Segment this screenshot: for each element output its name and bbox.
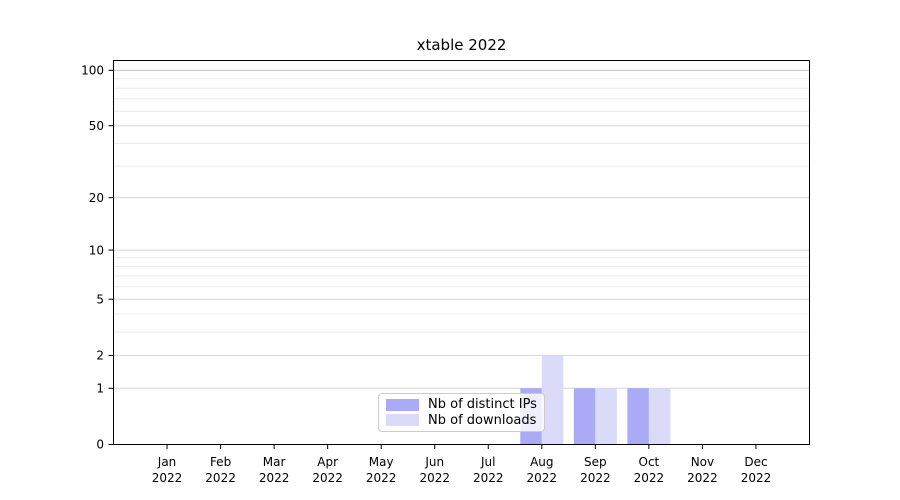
- y-tick-label: 20: [89, 191, 104, 205]
- bar-sep-series1: [595, 388, 617, 445]
- x-tick-label: Sep: [584, 455, 607, 469]
- y-tick-label: 10: [89, 243, 104, 257]
- x-tick-sublabel: 2022: [366, 471, 397, 485]
- legend: Nb of distinct IPs Nb of downloads: [378, 393, 545, 432]
- y-tick-label: 100: [81, 64, 104, 78]
- x-tick-label: May: [369, 455, 394, 469]
- x-tick-sublabel: 2022: [527, 471, 558, 485]
- bar-aug-series1: [541, 355, 564, 445]
- x-ticks: [166, 444, 757, 449]
- x-tick-sublabel: 2022: [687, 471, 718, 485]
- x-tick-label: Nov: [691, 455, 714, 469]
- legend-item-downloads: Nb of downloads: [386, 413, 537, 428]
- plot-frame: [113, 60, 810, 445]
- y-ticks: [108, 69, 114, 445]
- y-tick-label: 1: [96, 382, 104, 396]
- legend-label-distinct-ips: Nb of distinct IPs: [428, 397, 537, 413]
- x-tick-label: Oct: [639, 455, 660, 469]
- x-tick-sublabel: 2022: [741, 471, 772, 485]
- bar-oct-series0: [627, 388, 649, 445]
- x-tick-label: Jul: [480, 455, 495, 469]
- legend-swatch-distinct-ips: [386, 398, 419, 411]
- y-tick-label: 50: [89, 119, 104, 133]
- y-gridlines: [113, 69, 810, 389]
- x-tick-sublabel: 2022: [473, 471, 504, 485]
- x-tick-label: Jun: [424, 455, 444, 469]
- x-tick-sublabel: 2022: [634, 471, 665, 485]
- y-tick-labels: 0 1 2 5 10 20 50 100: [81, 64, 104, 452]
- x-tick-sublabel: 2022: [419, 471, 450, 485]
- y-tick-label: 2: [96, 349, 104, 363]
- x-tick-sublabel: 2022: [580, 471, 611, 485]
- x-tick-labels: Jan 2022 Feb 2022 Mar 2022 Apr 2022 May 2022 Jun 20…: [152, 455, 771, 485]
- legend-item-distinct-ips: Nb of distinct IPs: [386, 397, 537, 412]
- x-tick-label: Feb: [210, 455, 231, 469]
- y-tick-label: 5: [96, 292, 104, 306]
- x-tick-label: Apr: [317, 455, 338, 469]
- x-tick-label: Aug: [530, 455, 553, 469]
- x-tick-sublabel: 2022: [259, 471, 290, 485]
- x-tick-sublabel: 2022: [205, 471, 236, 485]
- bar-sep-series0: [573, 388, 596, 445]
- x-tick-sublabel: 2022: [312, 471, 343, 485]
- x-tick-label: Dec: [744, 455, 767, 469]
- x-tick-label: Mar: [263, 455, 286, 469]
- legend-label-downloads: Nb of downloads: [428, 412, 537, 428]
- legend-swatch-downloads: [386, 414, 419, 427]
- chart-title: xtable 2022: [416, 36, 507, 54]
- y-tick-label: 0: [96, 438, 104, 452]
- bar-oct-series1: [648, 388, 671, 445]
- x-tick-sublabel: 2022: [152, 471, 183, 485]
- x-tick-label: Jan: [157, 455, 177, 469]
